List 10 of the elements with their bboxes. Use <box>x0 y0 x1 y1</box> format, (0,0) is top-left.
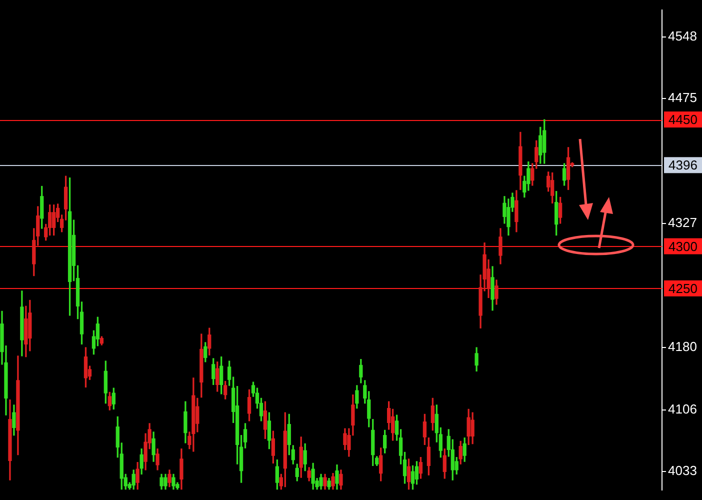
ref-line-label: 4396 <box>668 158 698 173</box>
y-tick-label: 4180 <box>668 339 697 354</box>
y-tick-label: 4033 <box>668 463 697 478</box>
y-tick-label: 4327 <box>668 214 697 230</box>
y-tick-label: 4475 <box>668 90 697 106</box>
ref-line-label: 4450 <box>668 112 698 128</box>
ref-line-label: 4250 <box>668 280 698 296</box>
ref-line-label: 4300 <box>668 238 698 254</box>
y-tick-label: 4106 <box>668 402 697 417</box>
y-tick-label: 4548 <box>668 28 697 44</box>
